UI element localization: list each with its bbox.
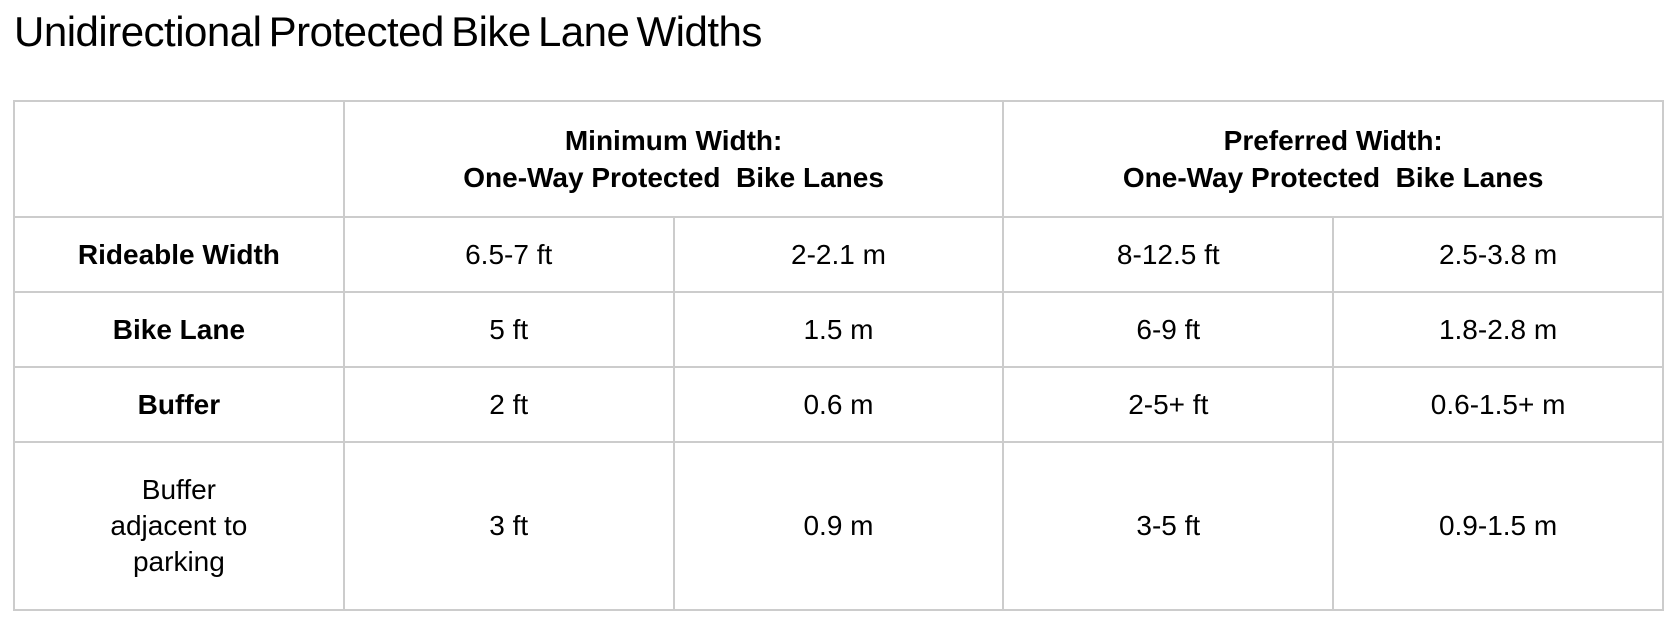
- column-header-minimum-line1: Minimum Width:: [564, 125, 783, 156]
- table-header-row: Minimum Width: One-Way Protected Bike La…: [13, 100, 1664, 218]
- cell-buffer-parking-pref-m: 0.9-1.5 m: [1332, 441, 1664, 611]
- cell-buffer-parking-min-ft: 3 ft: [342, 441, 675, 611]
- cell-bike-lane-min-m: 1.5 m: [672, 291, 1005, 368]
- cell-bike-lane-pref-ft: 6-9 ft: [1002, 291, 1335, 368]
- cell-buffer-parking-min-m: 0.9 m: [672, 441, 1005, 611]
- table-row-rideable-width: Rideable Width 6.5-7 ft 2-2.1 m 8-12.5 f…: [13, 216, 1664, 293]
- cell-buffer-min-m: 0.6 m: [672, 366, 1005, 443]
- column-header-minimum-width: Minimum Width: One-Way Protected Bike La…: [342, 100, 1005, 218]
- row-label-buffer-adjacent-to-parking: Buffer adjacent to parking: [13, 441, 345, 611]
- column-header-preferred-width: Preferred Width: One-Way Protected Bike …: [1002, 100, 1664, 218]
- column-header-preferred-line1: Preferred Width:: [1223, 125, 1443, 156]
- cell-rideable-pref-m: 2.5-3.8 m: [1332, 216, 1664, 293]
- bike-lane-widths-table: Minimum Width: One-Way Protected Bike La…: [13, 100, 1664, 611]
- table-row-buffer: Buffer 2 ft 0.6 m 2-5+ ft 0.6-1.5+ m: [13, 366, 1664, 443]
- cell-buffer-parking-pref-ft: 3-5 ft: [1002, 441, 1335, 611]
- cell-buffer-pref-m: 0.6-1.5+ m: [1332, 366, 1664, 443]
- table-row-bike-lane: Bike Lane 5 ft 1.5 m 6-9 ft 1.8-2.8 m: [13, 291, 1664, 368]
- cell-rideable-min-m: 2-2.1 m: [672, 216, 1005, 293]
- row-label-rideable-width: Rideable Width: [13, 216, 345, 293]
- cell-bike-lane-pref-m: 1.8-2.8 m: [1332, 291, 1664, 368]
- page-title: Unidirectional Protected Bike Lane Width…: [14, 8, 762, 55]
- table-row-buffer-adjacent-to-parking: Buffer adjacent to parking 3 ft 0.9 m 3-…: [13, 441, 1664, 611]
- column-header-preferred-line2: One-Way Protected Bike Lanes: [1122, 162, 1544, 193]
- cell-buffer-pref-ft: 2-5+ ft: [1002, 366, 1335, 443]
- cell-bike-lane-min-ft: 5 ft: [342, 291, 675, 368]
- cell-rideable-min-ft: 6.5-7 ft: [342, 216, 675, 293]
- row-label-buffer: Buffer: [13, 366, 345, 443]
- column-header-minimum-line2: One-Way Protected Bike Lanes: [463, 162, 884, 193]
- corner-cell: [13, 100, 345, 218]
- cell-rideable-pref-ft: 8-12.5 ft: [1002, 216, 1335, 293]
- row-label-bike-lane: Bike Lane: [13, 291, 345, 368]
- cell-buffer-min-ft: 2 ft: [342, 366, 675, 443]
